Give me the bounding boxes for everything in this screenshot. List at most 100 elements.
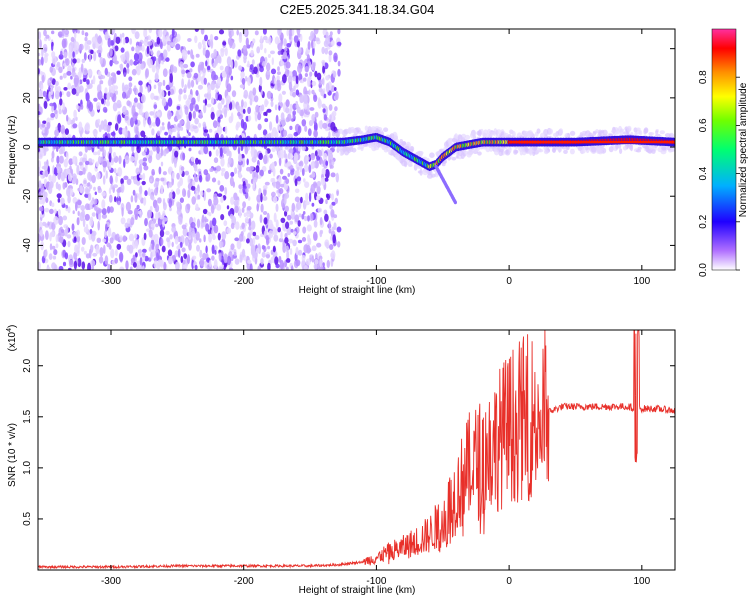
spectrogram-speckle (84, 213, 90, 221)
spectrogram-halo (608, 146, 614, 153)
spectrogram-speckle (254, 235, 260, 240)
spectrogram-speckle (53, 208, 57, 214)
spectrogram-speckle (261, 245, 265, 250)
spectrogram-speckle (241, 222, 245, 230)
spectrogram-speckle (131, 105, 136, 115)
spectrogram-speckle (60, 124, 65, 134)
spectrogram-speckle (197, 194, 201, 200)
spectrogram-speckle (316, 185, 321, 195)
spectrogram-speckle (104, 108, 108, 113)
spectrogram-speckle (193, 72, 199, 79)
spectrogram-speckle (51, 202, 55, 208)
spectrogram-speckle (71, 223, 75, 231)
spectrogram-halo (339, 150, 344, 156)
spectrogram-speckle (324, 168, 330, 179)
spectrogram-halo (334, 132, 341, 138)
spectrogram-speckle (200, 29, 205, 35)
spectrogram-speckle (64, 252, 69, 260)
colorbar-tick-label: 0.6 (698, 118, 709, 132)
spectrogram-halo (353, 128, 357, 135)
spectrogram-speckle (138, 248, 142, 257)
spectrogram-speckle (278, 156, 282, 167)
spectrogram-speckle (209, 259, 212, 268)
spectrogram-speckle (113, 60, 119, 65)
spectrogram-speckle (207, 198, 212, 207)
spectrogram-speckle (89, 228, 93, 235)
spectrogram-speckle (176, 131, 180, 140)
spectrogram-speckle (83, 52, 87, 61)
spectrogram-speckle (276, 75, 280, 81)
spectrogram-speckle (128, 233, 135, 242)
spectrogram-speckle (87, 192, 92, 201)
spectrogram-halo (505, 149, 509, 154)
spectrogram-speckle (319, 217, 323, 226)
spectrogram-speckle (49, 181, 54, 189)
spectrogram-speckle (115, 90, 118, 95)
spectrogram-speckle (277, 50, 282, 56)
spectrogram-speckle (143, 117, 146, 128)
spectrogram-halo (569, 130, 576, 136)
spectrogram-y-axis: -40 -20 0 20 40 (22, 43, 675, 253)
spectrogram-speckle (147, 84, 151, 93)
spectrogram-speckle (99, 247, 104, 257)
spectrogram-speckle (66, 234, 72, 239)
spectrogram-speckle (48, 91, 51, 100)
spectrogram-speckle (156, 243, 160, 249)
spectrogram-speckle (218, 56, 222, 64)
spectrogram-speckle (123, 72, 127, 77)
spectrogram-speckle (334, 55, 337, 60)
spectrogram-speckle (297, 47, 302, 54)
spectrogram-speckle (84, 36, 88, 42)
spectrogram-speckle (309, 71, 313, 77)
spectrogram-speckle (334, 87, 337, 91)
spectrogram-speckle (179, 126, 184, 131)
spectrogram-speckle (211, 244, 215, 255)
spectrogram-speckle (104, 67, 109, 76)
spectrogram-speckle (214, 58, 219, 65)
spectrogram-speckle (261, 251, 266, 258)
spectrogram-speckle (331, 159, 335, 166)
snr-y-scale-exponent: 4 (6, 328, 13, 332)
spectrogram-speckle (238, 153, 243, 163)
spectrogram-speckle (202, 47, 206, 56)
spectrogram-speckle (72, 117, 76, 124)
spectrogram-speckle (81, 237, 86, 245)
spectrogram-speckle (233, 251, 237, 257)
spectrogram-speckle (311, 255, 314, 263)
spectrogram-speckle (159, 89, 165, 100)
spectrogram-halo (635, 149, 642, 153)
spectrogram-speckle (151, 195, 155, 201)
spectrogram-speckle (288, 238, 294, 244)
spectrogram-speckle (309, 213, 314, 222)
spectrogram-speckle (282, 129, 288, 137)
spectrogram-speckle (213, 157, 219, 164)
spectrogram-halo (494, 149, 500, 156)
spectrogram-speckle (91, 159, 95, 164)
spectrogram-speckle (203, 129, 209, 133)
spectrogram-speckle (181, 224, 187, 230)
spectrogram-speckle (249, 98, 253, 106)
spectrogram-speckle (200, 190, 204, 197)
spectrogram-speckle (120, 54, 126, 63)
spectrogram-halo (456, 151, 460, 157)
spectrogram-speckle (308, 35, 313, 41)
spectrogram-speckle (298, 213, 302, 218)
spectrogram-halo (338, 128, 344, 134)
spectrogram-speckle (126, 218, 131, 224)
spectrogram-speckle (95, 207, 101, 213)
spectrogram-speckle (208, 233, 213, 243)
spectrogram-speckle (168, 181, 173, 188)
spectrogram-speckle (266, 238, 269, 246)
spectrogram-speckle (316, 242, 322, 248)
spectrogram-speckle (279, 259, 284, 270)
spectrogram-speckle (248, 217, 252, 227)
spectrogram-speckle (266, 108, 272, 113)
snr-x-label: Height of straight line (km) (299, 585, 416, 596)
spectrogram-speckle (121, 207, 124, 217)
spectrogram-speckle (300, 33, 303, 42)
spectrogram-speckle (43, 163, 48, 172)
spectrogram-speckle (276, 78, 281, 88)
spectrogram-speckle (117, 114, 122, 124)
spectrogram-halo (455, 155, 459, 159)
spectrogram-speckle (242, 201, 247, 209)
